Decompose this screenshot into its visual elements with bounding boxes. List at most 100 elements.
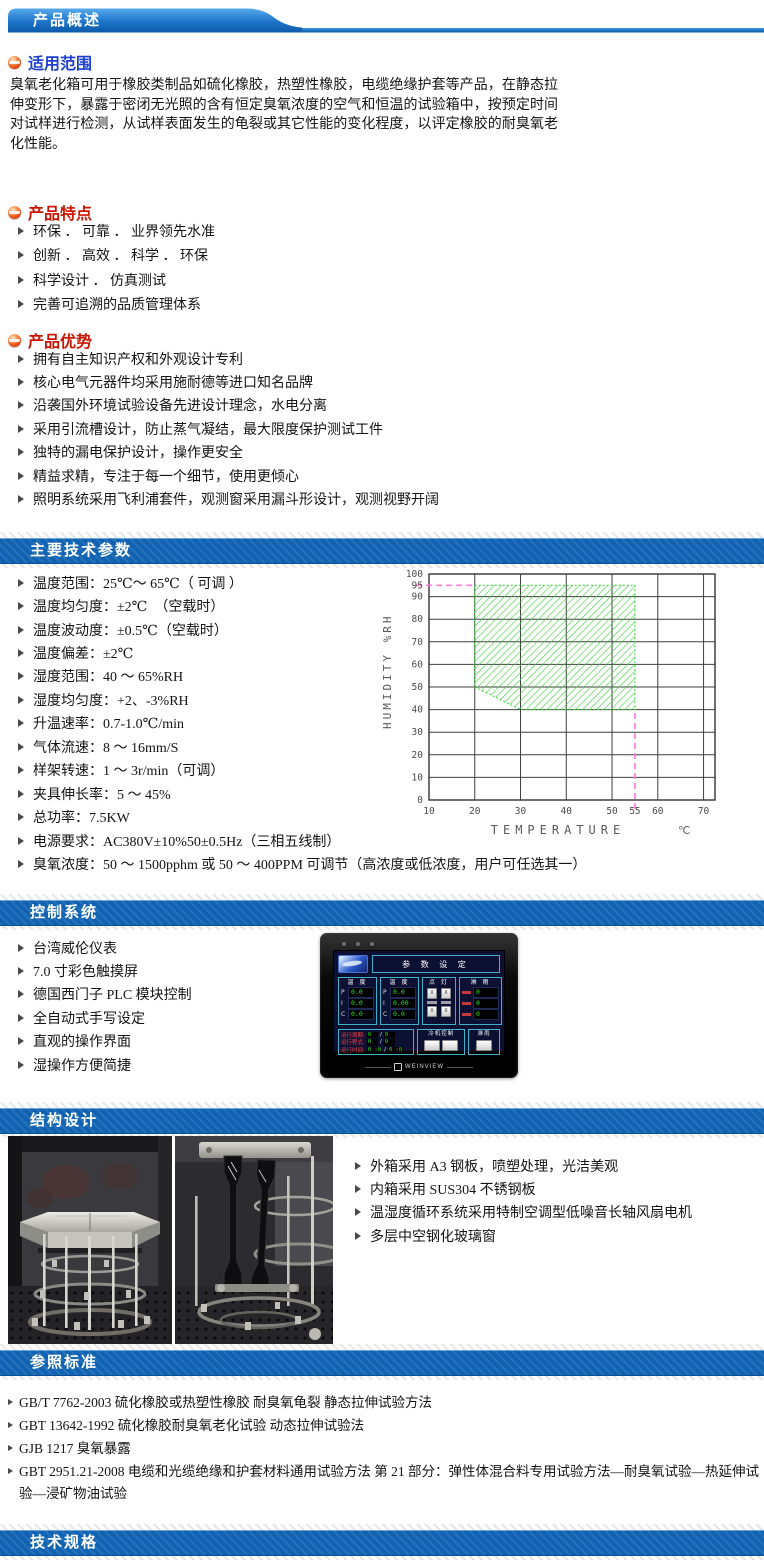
arrow-bullet-icon [355,1185,361,1194]
tech-params-list: 温度范围：25℃～ 65℃（ 可调 ） 温度均匀度：±2℃ （空载时） 温度波动… [18,571,586,876]
hatch-strip [0,926,764,930]
list-item: 温度波动度：±0.5℃（空载时） [18,618,586,641]
list-item: 德国西门子 PLC 模块控制 [18,983,192,1006]
hatch-strip [0,532,764,538]
tech-params-banner-block: 主要技术参数 [0,532,764,568]
arrow-bullet-icon [18,1037,24,1046]
list-item: 创新 ． 高效 ． 科学 ． 环保 [18,243,215,267]
list-item: GB/T 7762-2003 硫化橡胶或热塑性橡胶 耐臭氧龟裂 静态拉伸试验方法 [8,1392,759,1414]
arrow-bullet-icon [18,967,24,976]
svg-text:70: 70 [412,637,424,648]
svg-text:100: 100 [406,569,423,580]
hmi-rain-panel: 淋 雨 0 0 0 [459,977,502,1025]
arrow-bullet-icon [18,471,24,480]
list-item: 多层中空钢化玻璃窗 [355,1224,692,1247]
list-item: GBT 13642-1992 硫化橡胶耐臭氧老化试验 动态拉伸试验法 [8,1415,759,1437]
arrow-bullet-icon [18,578,24,587]
svg-text:30: 30 [412,727,424,738]
list-item: 直观的操作界面 [18,1030,192,1053]
arrow-bullet-icon [18,251,24,260]
arrow-bullet-icon [18,401,24,410]
svg-text:30: 30 [515,806,527,817]
arrow-bullet-icon [18,943,24,952]
svg-text:90: 90 [412,592,424,603]
tab-shape: 产品概述 [8,8,764,33]
tab-underline [8,28,764,33]
arrow-bullet-icon [18,300,24,309]
hmi-lamp-panel: 点 灯 X X X X [422,977,456,1025]
list-item: 7.0 寸彩色触摸屏 [18,959,192,982]
list-item: 外箱采用 A3 钢板，喷塑处理，光洁美观 [355,1154,692,1177]
svg-text:80: 80 [412,614,424,625]
list-item: 湿操作方便简捷 [18,1053,192,1076]
arrow-bullet-icon [18,227,24,236]
hmi-button: X [427,988,437,999]
svg-text:60: 60 [652,806,664,817]
hatch-strip [0,1344,764,1350]
list-item: 内箱采用 SUS304 不锈钢板 [355,1177,692,1200]
scope-heading-label: 适用范围 [28,56,93,73]
scope-heading: 适用范围 [8,50,92,74]
svg-text:95: 95 [412,580,423,591]
arrow-bullet-icon [18,378,24,387]
control-banner-block: 控制系统 [0,894,764,930]
arrow-bullet-icon [18,495,24,504]
list-item: 独特的漏电保护设计，操作更安全 [18,441,439,464]
hmi-screen-title: 参 数 设 定 [372,955,500,973]
svg-text:50: 50 [412,682,424,693]
page-title-tab: 产品概述 [0,5,764,37]
list-item: 照明系统采用飞利浦套件，观测窗采用漏斗形设计，观测视野开阔 [18,487,439,510]
svg-text:40: 40 [561,806,573,817]
section-banner: 控制系统 [0,900,764,926]
svg-text:℃: ℃ [678,824,690,837]
control-list: 台湾威伦仪表 7.0 寸彩色触摸屏 德国西门子 PLC 模块控制 全自动式手写设… [18,936,192,1076]
list-item: 夹具伸长率：5 ～ 45% [18,782,586,805]
arrow-bullet-icon [18,649,24,658]
list-item: 核心电气元器件均采用施耐德等进口知名品牌 [18,370,439,393]
seg-display: 0 [473,998,499,1009]
list-item: GBT 2951.21-2008 电缆和光缆绝缘和护套材料通用试验方法 第 21… [8,1461,759,1505]
arrow-bullet-icon [18,1060,24,1069]
section-banner: 参照标准 [0,1350,764,1376]
hmi-button [476,1040,493,1051]
tiny-label-smudge [462,1013,471,1016]
advantages-heading: 产品优势 [8,328,92,352]
tiny-label-smudge [441,1001,451,1004]
section-banner: 主要技术参数 [0,538,764,564]
list-item: 电源要求：AC380V±10%50±0.5Hz（三相五线制） [18,829,586,852]
arrow-bullet-icon [355,1231,361,1240]
arrow-bullet-icon [8,1399,13,1405]
hmi-button: X [427,1006,437,1017]
arrow-bullet-icon [18,354,24,363]
features-heading-label: 产品特点 [28,206,93,223]
tab-body [8,8,302,33]
seg-display: 0.0 [390,987,416,998]
structure-banner-block: 结构设计 [0,1102,764,1138]
hatch-strip [0,1524,764,1530]
hatch-strip [0,894,764,900]
hatch-strip [0,564,764,568]
arrow-bullet-icon [18,672,24,681]
hmi-temp-panel-1: 温 度 P 0.0 I 0.0 C 0.0 [338,977,377,1025]
svg-text:60: 60 [412,659,424,670]
list-item: 温湿度循环系统采用特制空调型低噪音长轴风扇电机 [355,1201,692,1224]
standards-list: GB/T 7762-2003 硫化橡胶或热塑性橡胶 耐臭氧龟裂 静态拉伸试验方法… [8,1392,759,1506]
list-item: GJB 1217 臭氧暴露 [8,1438,759,1460]
list-item: 湿度均匀度：+2、-3%RH [18,688,586,711]
bezel-indicator-dot [342,942,346,946]
seg-display: 0.0 [348,1009,374,1020]
arrow-bullet-icon [18,424,24,433]
list-item: 台湾威伦仪表 [18,936,192,959]
tiny-label-smudge [462,1002,471,1005]
touchscreen-display: 参 数 设 定 温 度 P 0.0 I 0.0 C 0.0 温 度 P 0.0 I 0.0… [333,950,505,1055]
hatch-strip [0,1134,764,1138]
arrow-bullet-icon [18,602,24,611]
seg-display: 0.00 [390,998,416,1009]
chamber-interior-photo-2 [175,1136,333,1350]
hmi-temp-panel-2: 温 度 P 0.0 I 0.00 C 0.0 [380,977,419,1025]
list-item: 环保 ． 可靠 ． 业界领先水准 [18,219,215,243]
scope-paragraph: 臭氧老化箱可用于橡胶类制品如硫化橡胶，热塑性橡胶，电缆绝缘护套等产品，在静态拉伸… [10,78,558,152]
advantages-list: 拥有自主知识产权和外观设计专利 核心电气元器件均采用施耐德等进口知名品牌 沿袭国… [18,347,439,511]
